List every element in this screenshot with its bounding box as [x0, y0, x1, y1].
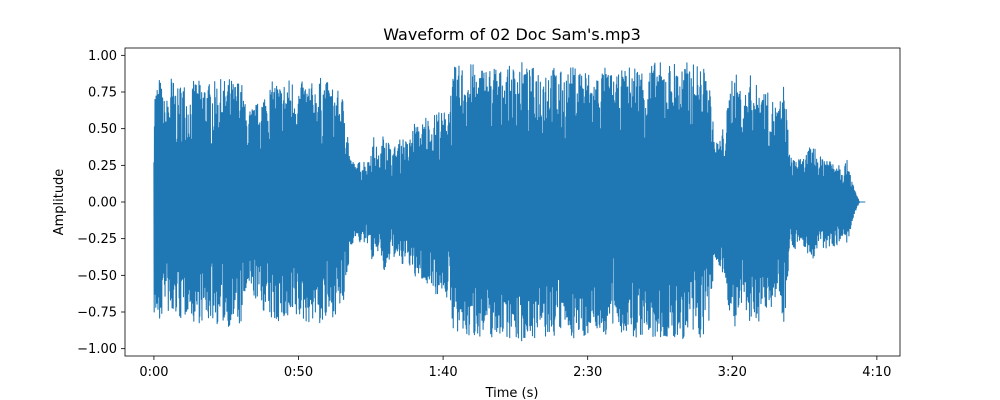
y-axis-label: Amplitude	[52, 169, 67, 236]
x-tick-label: 2:30	[573, 365, 602, 380]
y-tick-label: 0.75	[88, 86, 117, 101]
x-tick-label: 3:20	[718, 365, 747, 380]
y-tick-label: −0.50	[77, 269, 117, 284]
y-tick-label: −0.75	[77, 306, 117, 321]
chart-title: Waveform of 02 Doc Sam's.mp3	[383, 25, 641, 44]
y-tick-label: 0.25	[88, 159, 117, 174]
y-tick-label: 0.00	[88, 196, 117, 211]
y-axis-ticks: 1.00 0.75 0.50 0.25 0.00 −0.25 −0.50 −0.75 −1.00	[77, 49, 125, 357]
x-axis-ticks: 0:00 0:50 1:40 2:30 3:20 4:10	[139, 356, 891, 380]
y-tick-label: 0.50	[88, 122, 117, 137]
x-axis-label: Time (s)	[485, 386, 539, 400]
y-tick-label: −0.25	[77, 232, 117, 247]
x-tick-label: 4:10	[862, 365, 891, 380]
waveform-series	[153, 62, 866, 342]
y-tick-label: 1.00	[88, 49, 117, 64]
x-tick-label: 0:00	[139, 365, 168, 380]
waveform-line	[153, 62, 866, 342]
x-tick-label: 0:50	[284, 365, 313, 380]
y-tick-label: −1.00	[77, 342, 117, 357]
x-tick-label: 1:40	[428, 365, 457, 380]
